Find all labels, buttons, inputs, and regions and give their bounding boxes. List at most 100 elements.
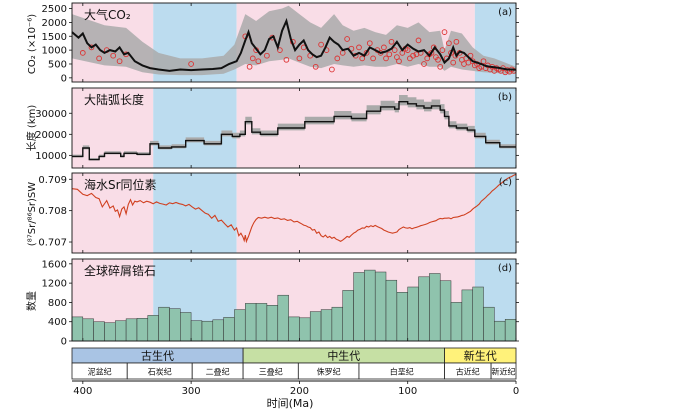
- zircon-bar: [364, 269, 376, 342]
- y-tick-label: 2000: [42, 18, 67, 29]
- y-tick-label: 0.707: [38, 238, 67, 249]
- zircon-bar: [136, 318, 149, 342]
- co2-proxy-point: [370, 55, 376, 62]
- zircon-bar: [212, 319, 224, 342]
- x-axis-title: 时间(Ma): [267, 397, 314, 410]
- co2-proxy-point: [441, 29, 448, 35]
- band-2-2: [236, 173, 475, 253]
- zircon-bar: [104, 322, 116, 342]
- co2-proxy-point: [404, 47, 411, 53]
- period-label: 三叠纪: [259, 367, 283, 377]
- panel-a-ylabel: CO₂ (×10⁻⁶): [27, 14, 38, 74]
- panel-a-label: (a): [498, 7, 512, 18]
- co2-proxy-point: [329, 66, 335, 73]
- zircon-bar: [331, 306, 343, 342]
- period-label: 二叠纪: [206, 367, 230, 377]
- period-label: 古近纪: [456, 367, 480, 377]
- zircon-bar: [180, 312, 192, 342]
- co2-proxy-point: [283, 56, 290, 63]
- panel-d-title: 全球碎屑锆石: [84, 263, 156, 278]
- panel-b-title: 大陆弧长度: [84, 92, 144, 107]
- co2-proxy-point: [116, 58, 123, 65]
- period-label: 泥盆纪: [88, 367, 112, 377]
- era-label: 中生代: [327, 349, 360, 363]
- x-tick-label: 100: [398, 386, 417, 397]
- zircon-bar: [461, 289, 473, 342]
- co2-proxy-point: [246, 63, 253, 70]
- zircon-bar: [429, 273, 441, 342]
- co2-proxy-point: [415, 37, 422, 44]
- co2-proxy-point: [480, 58, 487, 65]
- y-tick-label: 0.709: [38, 175, 67, 186]
- panel-b-label: (b): [498, 92, 512, 103]
- co2-proxy-point: [334, 55, 341, 62]
- zircon-bar: [504, 319, 517, 342]
- y-tick-label: 500: [48, 59, 67, 70]
- zircon-bar: [450, 302, 463, 342]
- y-tick-label: 0.708: [38, 206, 67, 217]
- panel-frame: [71, 258, 517, 342]
- co2-proxy-point: [391, 47, 398, 53]
- zircon-bar: [125, 318, 138, 342]
- y-tick-label: 1600: [42, 259, 67, 270]
- zircon-bar: [483, 306, 495, 342]
- zircon-bar: [71, 316, 84, 342]
- co2-proxy-point: [428, 50, 435, 56]
- y-tick-label: 10000: [35, 151, 67, 162]
- co2-proxy-point: [388, 38, 395, 45]
- co2-envelope: [72, 5, 516, 76]
- y-tick-label: 1000: [42, 46, 67, 57]
- x-tick-label: 300: [182, 386, 201, 397]
- band-2-1: [153, 173, 237, 253]
- period-label: 新近纪: [492, 367, 516, 377]
- panel-c-label: (c): [499, 177, 512, 188]
- y-tick-label: 0: [61, 73, 67, 84]
- y-tick-label: 1200: [42, 279, 67, 290]
- band-2-0: [72, 173, 154, 253]
- y-tick-label: 400: [48, 317, 67, 328]
- period-label: 白垩纪: [390, 367, 414, 377]
- panel-d-ylabel: 数量: [25, 291, 38, 311]
- co2-proxy-point: [383, 55, 389, 62]
- co2-proxy-point: [435, 56, 441, 63]
- zircon-bar: [396, 292, 408, 342]
- period-label: 侏罗纪: [317, 367, 341, 377]
- zircon-bar: [439, 280, 452, 342]
- y-tick-label: 800: [48, 298, 67, 309]
- panel-c-ylabel: (⁸⁷Sr/⁸⁶Sr)SW: [27, 182, 38, 246]
- co2-proxy-point: [359, 55, 366, 62]
- co2-proxy-point: [446, 40, 452, 47]
- co2-proxy-point: [188, 61, 194, 67]
- panel-c-title: 海水Sr同位素: [84, 177, 157, 192]
- zircon-bar: [288, 316, 300, 342]
- y-tick-label: 0: [61, 337, 67, 348]
- zircon-bar: [190, 320, 203, 342]
- co2-proxy-point: [366, 40, 373, 47]
- zircon-bar: [158, 306, 170, 342]
- co2-proxy-point: [255, 58, 262, 65]
- panel-b-ylabel: 长度 (km): [25, 105, 38, 152]
- zircon-bar: [234, 309, 246, 342]
- sr-isotope-line: [71, 173, 517, 244]
- panel-frame: [71, 87, 517, 169]
- panel-a-title: 大气CO₂: [84, 7, 131, 22]
- zircon-bar: [418, 276, 430, 342]
- x-tick-label: 400: [73, 386, 92, 397]
- co2-proxy-point: [396, 58, 402, 65]
- co2-proxy-point: [344, 36, 350, 42]
- band-2-3: [474, 173, 516, 253]
- axes-layer: 050010001500200025001000020000300000.707…: [35, 2, 519, 397]
- zircon-bar: [266, 305, 278, 342]
- co2-proxy-point: [249, 55, 256, 62]
- zircon-bar: [494, 320, 506, 342]
- co2-proxy-point: [110, 52, 117, 59]
- zircon-bar: [309, 311, 322, 342]
- era-label: 古生代: [141, 349, 174, 363]
- zircon-bar: [407, 286, 419, 342]
- panel-frame: [71, 2, 517, 83]
- co2-proxy-point: [296, 55, 303, 62]
- x-tick-label: 0: [513, 386, 519, 397]
- y-tick-label: 30000: [35, 109, 67, 120]
- period-box: [490, 362, 517, 380]
